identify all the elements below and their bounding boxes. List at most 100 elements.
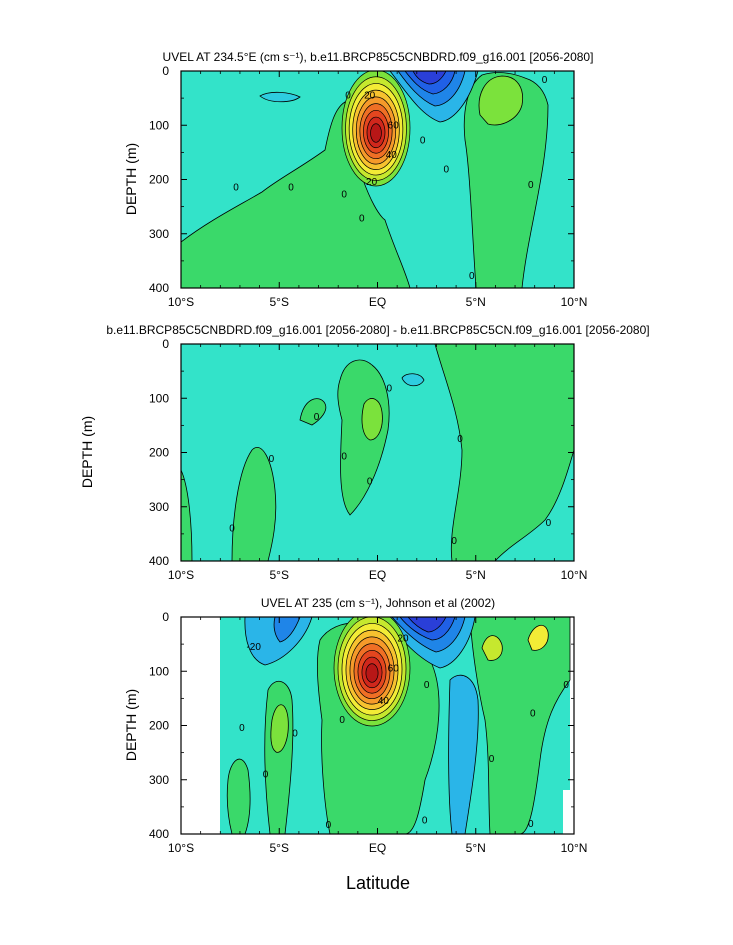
y-tick-label: 200 <box>149 446 169 460</box>
jet-contour-9 <box>370 123 382 143</box>
panel-3-title: UVEL AT 235 (cm s⁻¹), Johnson et al (200… <box>261 596 495 610</box>
panel-2-contour-labels: 0 0 0 0 0 0 0 0 0 <box>229 383 551 546</box>
contour-label: 60 <box>388 664 400 675</box>
x-tick-label: 5°N <box>466 841 486 855</box>
y-tick-label: 300 <box>149 227 169 241</box>
panel-3-ylabel: DEPTH (m) <box>123 689 139 761</box>
panel-3-west-negative-core <box>273 617 301 643</box>
panel-2-central-core <box>361 398 383 441</box>
x-tick-label: 5°N <box>466 295 486 309</box>
x-tick-label: 10°S <box>168 295 194 309</box>
contour-label: 0 <box>359 214 365 225</box>
panel-2-small-positive <box>299 398 327 426</box>
panel-3-east-positive-core <box>481 635 503 661</box>
panel-3-jet-core <box>333 617 411 727</box>
x-tick-label: 5°S <box>270 841 289 855</box>
x-tick-label: 5°S <box>270 568 289 582</box>
panel-2-small-negative <box>401 373 425 387</box>
contour-label: 0 <box>341 451 347 462</box>
panel-3-fills <box>220 617 571 834</box>
panel-3-east-positive <box>469 617 571 834</box>
panel-2-title: b.e11.BRCP85C5CNBDRD.f09_g16.001 [2056-2… <box>106 323 649 337</box>
contour-label: 0 <box>528 180 534 191</box>
contour-label: 0 <box>341 190 347 201</box>
panel-3: UVEL AT 235 (cm s⁻¹), Johnson et al (200… <box>123 596 587 893</box>
contour-label: 0 <box>420 135 426 146</box>
panel-3-west-positive-core <box>270 704 289 753</box>
panel-2-central-positive <box>337 359 390 516</box>
x-tick-label: EQ <box>369 568 386 582</box>
y-tick-label: 300 <box>149 773 169 787</box>
panel-2-ticks: 10°S 5°S EQ 5°N 10°N 0 100 200 300 400 <box>149 337 587 582</box>
y-tick-label: 400 <box>149 827 169 841</box>
panel-3-southeast-negative <box>448 674 479 834</box>
x-tick-label: EQ <box>369 841 386 855</box>
x-tick-label: 5°S <box>270 295 289 309</box>
contour-label: 0 <box>451 536 457 547</box>
y-tick-label: 0 <box>162 64 169 78</box>
contour-label: -20 <box>246 642 261 653</box>
x-tick-label: 10°N <box>561 841 588 855</box>
contour-label: 0 <box>530 709 536 720</box>
contour-label: 0 <box>443 165 449 176</box>
contour-label: 0 <box>528 819 534 830</box>
y-tick-label: 100 <box>149 118 169 132</box>
contour-label: 0 <box>314 412 320 423</box>
y-tick-label: 100 <box>149 391 169 405</box>
x-tick-label: 10°S <box>168 568 194 582</box>
contour-label: 0 <box>457 434 463 445</box>
y-tick-label: 0 <box>162 610 169 624</box>
panel-1-west-negative <box>259 91 301 103</box>
contour-label: 20 <box>366 177 378 188</box>
panel-2-ylabel: DEPTH (m) <box>79 416 95 488</box>
y-tick-label: 200 <box>149 719 169 733</box>
contour-label: 40 <box>378 696 390 707</box>
panel-3-west-negative <box>244 617 313 666</box>
panel-2-fills <box>181 344 574 561</box>
contour-label: 0 <box>326 820 332 831</box>
x-tick-label: 5°N <box>466 568 486 582</box>
panel-2: b.e11.BRCP85C5CNBDRD.f09_g16.001 [2056-2… <box>79 323 650 582</box>
contour-label: 0 <box>469 271 475 282</box>
contour-label: 0 <box>546 518 552 529</box>
panel-2-edge-positive <box>181 469 193 561</box>
contour-label: 0 <box>339 715 345 726</box>
panel-1-contour-labels: 20 60 40 20 0 0 0 0 0 0 0 0 0 0 <box>233 75 548 282</box>
contour-label: 0 <box>239 723 245 734</box>
y-tick-label: 200 <box>149 173 169 187</box>
panel-1-ylabel: DEPTH (m) <box>123 143 139 215</box>
panel-1-jet-core <box>341 71 411 187</box>
contour-label: 20 <box>397 634 409 645</box>
x-tick-label: 10°N <box>561 568 588 582</box>
x-tick-label: EQ <box>369 295 386 309</box>
x-tick-label: 10°N <box>561 295 588 309</box>
panel-3-contour-labels: -20 20 60 40 0 0 0 0 0 0 0 0 0 0 0 <box>239 634 569 831</box>
contour-label: 0 <box>367 476 373 487</box>
panel-1-positive-region-east <box>463 72 549 288</box>
y-tick-label: 100 <box>149 664 169 678</box>
contour-label: 0 <box>489 754 495 765</box>
panel-1-east-core <box>478 75 524 126</box>
contour-label: 0 <box>233 183 239 194</box>
y-tick-label: 300 <box>149 500 169 514</box>
contour-label: 0 <box>424 680 430 691</box>
contour-label: 0 <box>263 769 269 780</box>
panel-3-southwest-positive <box>226 758 251 834</box>
contour-label: 0 <box>563 680 569 691</box>
panel-1-fills <box>181 71 574 288</box>
contour-label: 40 <box>386 150 398 161</box>
panel-2-west-positive <box>231 447 277 561</box>
contour-label: 0 <box>292 729 298 740</box>
jet-contour-9 <box>365 663 379 683</box>
panel-1: UVEL AT 234.5°E (cm s⁻¹), b.e11.BRCP85C5… <box>123 50 593 309</box>
panel-3-xlabel: Latitude <box>346 873 410 893</box>
contour-label: 0 <box>422 815 428 826</box>
panel-3-northeast-negative-4 <box>407 617 447 633</box>
y-tick-label: 400 <box>149 554 169 568</box>
contour-label: 60 <box>388 120 400 131</box>
panel-1-title: UVEL AT 234.5°E (cm s⁻¹), b.e11.BRCP85C5… <box>163 50 594 64</box>
contour-label: 20 <box>364 90 376 101</box>
